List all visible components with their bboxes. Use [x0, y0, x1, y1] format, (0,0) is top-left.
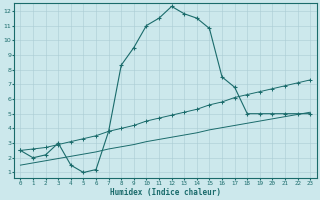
X-axis label: Humidex (Indice chaleur): Humidex (Indice chaleur): [110, 188, 221, 197]
